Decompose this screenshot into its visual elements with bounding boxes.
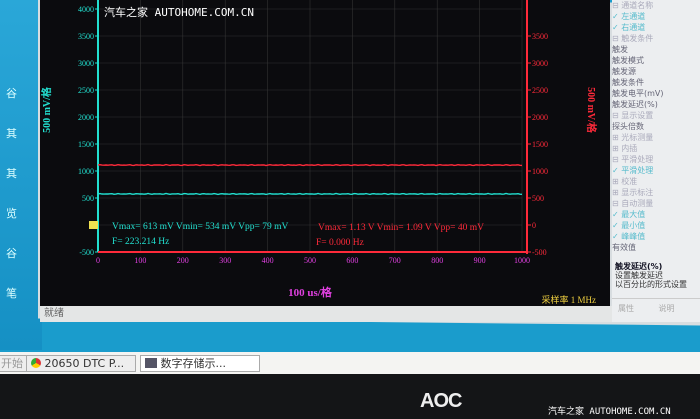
task-label: 20650 DTC P... xyxy=(44,357,125,370)
desktop xyxy=(0,0,42,350)
trigger-marker-icon xyxy=(89,221,98,229)
desktop-icon-label[interactable]: 谷 xyxy=(6,247,17,260)
monitor-bezel xyxy=(0,374,700,419)
task-label: 数字存储示... xyxy=(160,357,227,370)
left-tick-label: 3000 xyxy=(78,59,94,68)
x-tick-label: 900 xyxy=(474,256,486,265)
property-item[interactable]: ⊞ 内插 xyxy=(612,144,638,153)
x-tick-label: 200 xyxy=(177,256,189,265)
ch1-stats: Vmax= 613 mV Vmin= 534 mV Vpp= 79 mV xyxy=(112,222,288,232)
right-tick-label: 500 xyxy=(532,194,544,203)
status-bar: 就绪 xyxy=(40,306,612,322)
left-tick-label: 2000 xyxy=(78,113,94,122)
desktop-icon-label[interactable]: 览 xyxy=(6,207,17,220)
scope-plot: -5005001000150020002500300035004000-5000… xyxy=(40,0,598,305)
property-item[interactable]: ✓ 峰峰值 xyxy=(612,232,646,241)
tab-help[interactable]: 说明 xyxy=(658,304,675,313)
property-item[interactable]: 触发条件 xyxy=(612,78,644,87)
left-tick-label: 1500 xyxy=(78,140,94,149)
x-tick-label: 700 xyxy=(389,256,401,265)
desc-line1: 设置触发延迟 xyxy=(615,271,663,280)
taskbar: 开始 20650 DTC P... 数字存储示... xyxy=(0,352,700,374)
panel-tabs: 属性 说明 xyxy=(612,298,700,318)
ch1-frequency: F= 223.214 Hz xyxy=(112,237,169,247)
right-tick-label: 3500 xyxy=(532,32,548,41)
property-item[interactable]: ⊞ 光标测量 xyxy=(612,133,654,142)
property-item[interactable]: ⊞ 显示标注 xyxy=(612,188,654,197)
desc-line2: 以百分比的形式设置 xyxy=(615,280,687,289)
desktop-icon-label[interactable]: 其 xyxy=(6,167,17,180)
tab-properties[interactable]: 属性 xyxy=(618,304,634,313)
start-button[interactable]: 开始 xyxy=(0,355,28,372)
app-icon xyxy=(145,358,157,368)
right-axis-label: 500 mV/格 xyxy=(585,87,598,134)
right-tick-label: 3000 xyxy=(532,59,548,68)
property-item[interactable]: 触发电平(mV) xyxy=(612,89,664,98)
left-tick-label: 500 xyxy=(82,194,94,203)
property-item[interactable]: ✓ 最小值 xyxy=(612,221,646,230)
desc-title: 触发延迟(%) xyxy=(615,262,663,271)
right-tick-label: 0 xyxy=(532,221,536,230)
property-item[interactable]: 触发源 xyxy=(612,67,636,76)
property-item[interactable]: ⊞ 校准 xyxy=(612,177,638,186)
x-tick-label: 0 xyxy=(96,256,100,265)
left-tick-label: 1000 xyxy=(78,167,94,176)
property-item[interactable]: ✓ 右通道 xyxy=(612,23,646,32)
left-tick-label: 3500 xyxy=(78,32,94,41)
ch1-trace xyxy=(97,192,523,196)
property-item[interactable]: ⊟ 平滑处理 xyxy=(612,155,654,164)
right-tick-label: 2500 xyxy=(532,86,548,95)
chrome-icon xyxy=(31,358,41,368)
right-tick-label: 1000 xyxy=(532,167,548,176)
ch2-frequency: F= 0.000 Hz xyxy=(316,238,364,248)
property-item[interactable]: ⊟ 触发条件 xyxy=(612,34,654,43)
x-tick-label: 400 xyxy=(262,256,274,265)
x-axis-label: 100 us/格 xyxy=(288,285,333,299)
right-tick-label: -500 xyxy=(532,248,547,257)
property-item[interactable]: ✓ 最大值 xyxy=(612,210,646,219)
x-tick-label: 500 xyxy=(304,256,316,265)
property-item[interactable]: ⊟ 通道名称 xyxy=(612,1,654,10)
right-tick-label: 1500 xyxy=(532,140,548,149)
property-item[interactable]: 触发延迟(%) xyxy=(612,100,658,109)
desktop-icon-label[interactable]: 笔 xyxy=(6,287,17,300)
x-tick-label: 100 xyxy=(134,256,146,265)
left-tick-label: -500 xyxy=(79,248,94,257)
right-tick-label: 2000 xyxy=(532,113,548,122)
property-item[interactable]: ✓ 平滑处理 xyxy=(612,166,654,175)
sample-rate: 采样率 1 MHz xyxy=(542,294,597,305)
desktop-icon-label[interactable]: 谷 xyxy=(6,87,17,100)
watermark: 汽车之家 AUTOHOME.COM.CN xyxy=(548,407,671,417)
x-tick-label: 600 xyxy=(346,256,358,265)
property-item[interactable]: ✓ 左通道 xyxy=(612,12,646,21)
x-tick-label: 1000 xyxy=(514,256,530,265)
property-item[interactable]: 探头倍数 xyxy=(612,122,644,131)
property-item[interactable]: 触发模式 xyxy=(612,56,644,65)
property-description: 触发延迟(%) 设置触发延迟 以百分比的形式设置 xyxy=(612,262,687,289)
desktop-icon-label[interactable]: 其 xyxy=(6,127,17,140)
left-tick-label: 2500 xyxy=(78,86,94,95)
taskbar-item-browser[interactable]: 20650 DTC P... xyxy=(26,355,136,372)
left-tick-label: 4000 xyxy=(78,5,94,14)
property-item[interactable]: 有效值 xyxy=(612,243,636,252)
x-tick-label: 800 xyxy=(431,256,443,265)
left-axis-label: 500 mV/格 xyxy=(40,86,53,133)
property-item[interactable]: ⊟ 自动测量 xyxy=(612,199,654,208)
ch2-trace xyxy=(97,163,523,167)
monitor-logo: AOC xyxy=(420,390,462,412)
property-panel: ⊟ 通道名称 ✓ 左通道 ✓ 右通道 ⊟ 触发条件 触发 触发模式 触发源 触发条… xyxy=(612,0,700,322)
ch2-stats: Vmax= 1.13 V Vmin= 1.09 V Vpp= 40 mV xyxy=(318,223,484,233)
watermark: 汽车之家 AUTOHOME.COM.CN xyxy=(104,6,254,19)
property-item[interactable]: ⊟ 显示设置 xyxy=(612,111,654,120)
taskbar-item-scope[interactable]: 数字存储示... xyxy=(140,355,260,372)
property-item[interactable]: 触发 xyxy=(612,45,628,54)
scope-display: -500 500 1000 1500 2000 2500 3000 3500 4000 -500 0… xyxy=(40,0,610,306)
x-tick-label: 300 xyxy=(219,256,231,265)
